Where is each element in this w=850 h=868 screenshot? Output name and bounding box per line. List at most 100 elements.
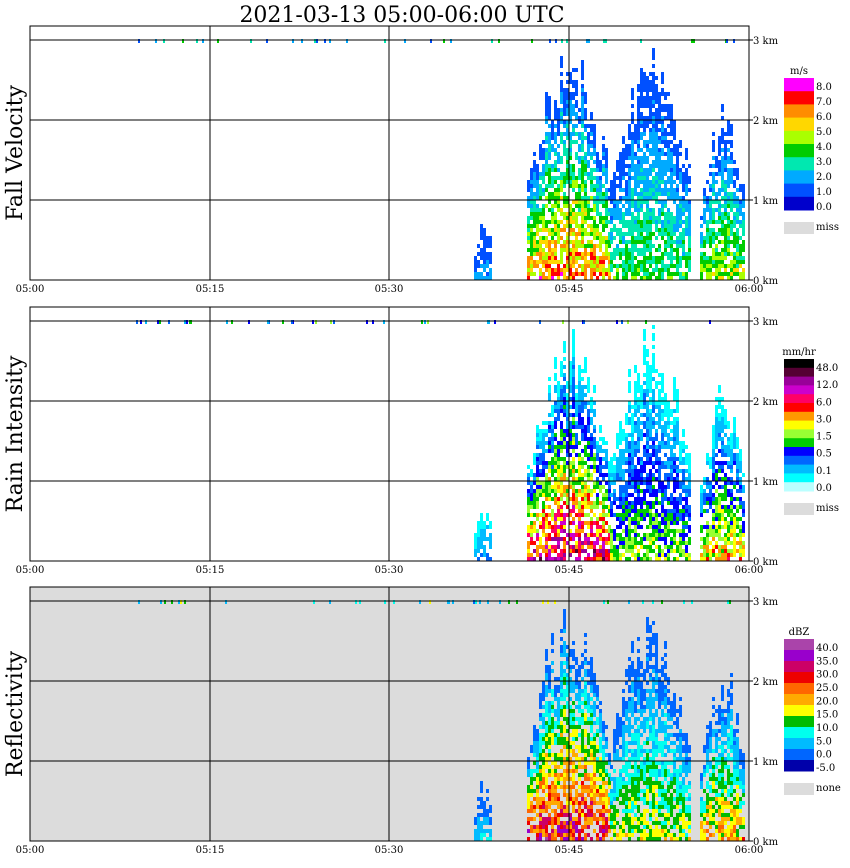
legend-tick-label: 3.0 <box>816 414 832 425</box>
x-tick-label: 05:45 <box>555 284 584 295</box>
legend-swatch <box>784 394 814 404</box>
legend-missing-label: miss <box>816 222 839 233</box>
legend-swatch <box>784 661 814 673</box>
legend-swatch <box>784 738 814 750</box>
legend-unit: m/s <box>790 66 808 77</box>
legend-swatch <box>784 650 814 662</box>
x-tick-label: 05:45 <box>555 565 584 576</box>
legend-tick-label: 12.0 <box>816 380 838 391</box>
y-tick-label: 2 km <box>753 677 779 688</box>
legend-swatch <box>784 183 814 198</box>
legend-tick-label: 20.0 <box>816 696 838 707</box>
y-tick-label: 2 km <box>753 397 779 408</box>
legend-tick-label: 0.5 <box>816 449 832 460</box>
legend-swatch <box>784 716 814 728</box>
legend-tick-label: 5.0 <box>816 127 832 138</box>
legend-tick-label: 5.0 <box>816 736 832 747</box>
panels: 05:00 05:15 05:30 05:45 06:000 km1 km2 km3 k… <box>3 25 841 856</box>
legend-tick-label: 10.0 <box>816 723 838 734</box>
legend-tick-label: 6.0 <box>816 112 832 123</box>
legend-tick-label: 8.0 <box>816 82 832 93</box>
y-tick-label: 1 km <box>753 757 779 768</box>
panel-rain-intensity: 05:00 05:15 05:30 05:45 06:000 km 1 km 2 km 3 k… <box>3 306 839 576</box>
legend-swatch <box>784 420 814 430</box>
legend-swatch <box>784 482 814 492</box>
y-tick-label: 3 km <box>753 36 779 47</box>
y-tick-label: 1 km <box>753 196 779 207</box>
y-tick-label: 2 km <box>753 116 779 127</box>
plot-frame <box>29 25 750 281</box>
x-tick-label: 06:00 <box>735 284 764 295</box>
legend-tick-label: 25.0 <box>816 683 838 694</box>
legend-tick-label: 4.0 <box>816 142 832 153</box>
legend-swatch <box>784 760 814 772</box>
legend-tick-label: 0.0 <box>816 202 832 213</box>
legend-swatch <box>784 104 814 119</box>
x-tick-label: 05:15 <box>196 845 225 856</box>
x-tick-label: 05:00 <box>16 845 45 856</box>
x-tick-label: 05:30 <box>375 845 404 856</box>
legend-swatch <box>784 157 814 171</box>
chart-title: 2021-03-13 05:00-06:00 UTC <box>239 3 564 28</box>
panel-reflectivity: 05:00 05:15 05:30 05:45 06:000 km 1 km 2 km 3 k… <box>3 586 841 856</box>
y-tick-label: 3 km <box>753 317 779 328</box>
legend-swatch <box>784 170 814 185</box>
legend-swatch <box>784 359 814 369</box>
legend-swatch <box>784 705 814 717</box>
legend-swatch <box>784 385 814 395</box>
echo-field <box>136 320 745 561</box>
x-tick-label: 06:00 <box>735 845 764 856</box>
legend-swatch <box>784 91 814 105</box>
y-tick-label: 0 km <box>753 837 779 848</box>
legend-swatch <box>784 749 814 761</box>
x-tick-label: 05:30 <box>375 284 404 295</box>
legend-swatch <box>784 447 814 457</box>
colorbar-legend: dBZ 40.0 35.0 30.0 25.0 20.0 15.0 10.0 5.0 0.0 -5.… <box>784 627 841 795</box>
legend-tick-label: 0.0 <box>816 750 832 761</box>
legend-missing-swatch <box>784 222 814 234</box>
legend-missing-swatch <box>784 783 814 795</box>
legend-swatch <box>784 144 814 158</box>
x-tick-label: 05:15 <box>196 284 225 295</box>
legend-swatch <box>784 78 814 92</box>
legend-swatch <box>784 376 814 386</box>
plot-frame <box>29 586 750 842</box>
colorbar-legend: m/s 8.0 7.0 6.0 5.0 4.0 3.0 2.0 1.0 0.0 miss <box>784 66 839 234</box>
legend-tick-label: 0.0 <box>816 483 832 494</box>
legend-swatch <box>784 683 814 695</box>
legend-unit: mm/hr <box>782 347 816 358</box>
x-tick-label: 05:15 <box>196 565 225 576</box>
legend-missing-label: none <box>816 783 841 794</box>
legend-swatch <box>784 403 814 413</box>
legend-missing-label: miss <box>816 503 839 514</box>
x-tick-label: 05:45 <box>555 845 584 856</box>
plot-frame <box>29 306 750 562</box>
legend-swatch <box>784 367 814 378</box>
legend-swatch <box>784 196 814 211</box>
legend-tick-label: 2.0 <box>816 172 832 183</box>
x-tick-label: 05:30 <box>375 565 404 576</box>
x-tick-label: 05:00 <box>16 565 45 576</box>
legend-tick-label: 30.0 <box>816 670 838 681</box>
legend-tick-label: 40.0 <box>816 643 838 654</box>
panel-fall-velocity: 05:00 05:15 05:30 05:45 06:000 km 1 km 2 km 3 k… <box>3 25 839 295</box>
legend-tick-label: 7.0 <box>816 97 832 108</box>
legend-tick-label: 48.0 <box>816 363 838 374</box>
x-tick-label: 06:00 <box>735 565 764 576</box>
legend-missing-swatch <box>784 503 814 515</box>
legend-swatch <box>784 438 814 448</box>
legend-swatch <box>784 473 814 483</box>
legend-tick-label: 0.1 <box>816 466 832 477</box>
legend-swatch <box>784 411 814 422</box>
legend-tick-label: 1.0 <box>816 187 832 198</box>
legend-tick-label: 35.0 <box>816 656 838 667</box>
echo-field <box>138 39 745 280</box>
legend-tick-label: -5.0 <box>816 763 835 774</box>
legend-swatch <box>784 455 814 466</box>
legend-tick-label: 6.0 <box>816 397 832 408</box>
panel-ylabel: Rain Intensity <box>3 355 28 512</box>
panel-ylabel: Fall Velocity <box>3 85 28 221</box>
x-tick-label: 05:00 <box>16 284 45 295</box>
legend-swatch <box>784 639 814 651</box>
